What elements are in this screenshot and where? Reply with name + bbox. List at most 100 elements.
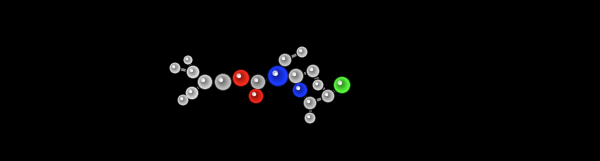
Circle shape (237, 74, 241, 77)
Circle shape (308, 67, 317, 75)
Circle shape (254, 94, 255, 95)
Circle shape (338, 82, 342, 85)
Circle shape (273, 71, 280, 78)
Circle shape (323, 91, 334, 101)
Circle shape (252, 76, 265, 88)
Circle shape (234, 71, 248, 85)
Circle shape (179, 96, 186, 103)
Circle shape (299, 49, 302, 52)
Circle shape (253, 77, 262, 86)
Circle shape (336, 79, 347, 90)
Circle shape (313, 80, 323, 90)
Circle shape (220, 79, 223, 82)
Circle shape (173, 66, 175, 67)
Circle shape (316, 83, 317, 85)
Circle shape (283, 58, 284, 59)
Circle shape (202, 79, 205, 82)
Circle shape (307, 115, 313, 120)
Circle shape (199, 76, 211, 88)
Circle shape (340, 83, 341, 84)
Circle shape (233, 70, 249, 86)
Circle shape (323, 91, 332, 100)
Circle shape (236, 73, 244, 81)
Circle shape (310, 68, 314, 72)
Circle shape (308, 116, 310, 118)
Circle shape (191, 70, 193, 72)
Circle shape (289, 69, 303, 83)
Circle shape (307, 100, 311, 104)
Circle shape (185, 86, 199, 100)
Circle shape (282, 57, 284, 60)
Circle shape (293, 72, 296, 76)
Circle shape (301, 51, 302, 52)
Circle shape (321, 89, 335, 103)
Circle shape (187, 88, 197, 98)
Circle shape (314, 81, 322, 89)
Circle shape (312, 79, 324, 91)
Circle shape (248, 88, 264, 104)
Circle shape (315, 82, 320, 87)
Circle shape (271, 69, 283, 81)
Circle shape (298, 48, 306, 56)
Circle shape (188, 89, 196, 97)
Circle shape (272, 70, 281, 79)
Circle shape (235, 71, 247, 84)
Circle shape (305, 98, 314, 108)
Circle shape (325, 93, 329, 97)
Circle shape (252, 92, 258, 98)
Circle shape (266, 65, 290, 87)
Circle shape (217, 76, 228, 87)
Circle shape (219, 78, 224, 83)
Circle shape (173, 66, 176, 69)
Circle shape (202, 79, 206, 83)
Circle shape (214, 73, 232, 91)
Circle shape (288, 68, 304, 84)
Circle shape (232, 69, 250, 87)
Circle shape (292, 72, 298, 78)
Circle shape (290, 70, 301, 81)
Circle shape (305, 113, 315, 123)
Circle shape (181, 98, 183, 100)
Circle shape (189, 90, 193, 94)
Circle shape (190, 69, 193, 72)
Circle shape (173, 66, 175, 68)
Circle shape (333, 76, 351, 94)
Circle shape (172, 64, 178, 71)
Circle shape (325, 93, 330, 98)
Circle shape (170, 63, 179, 72)
Circle shape (187, 59, 188, 60)
Circle shape (177, 94, 189, 106)
Circle shape (297, 87, 300, 90)
Circle shape (179, 95, 187, 104)
Circle shape (178, 95, 188, 105)
Circle shape (275, 73, 277, 75)
Circle shape (308, 101, 310, 102)
Circle shape (202, 79, 205, 82)
Circle shape (294, 84, 307, 96)
Circle shape (184, 55, 193, 65)
Circle shape (253, 93, 257, 97)
Circle shape (197, 74, 213, 90)
Circle shape (308, 66, 317, 76)
Circle shape (253, 77, 261, 85)
Circle shape (170, 63, 180, 73)
Circle shape (281, 56, 289, 64)
Circle shape (305, 99, 314, 107)
Circle shape (215, 74, 231, 90)
Circle shape (305, 114, 314, 123)
Circle shape (314, 81, 321, 88)
Circle shape (252, 76, 263, 87)
Circle shape (169, 62, 181, 74)
Circle shape (337, 80, 344, 88)
Circle shape (281, 57, 287, 62)
Circle shape (300, 50, 302, 52)
Circle shape (314, 80, 323, 90)
Circle shape (308, 116, 310, 118)
Circle shape (253, 93, 256, 96)
Circle shape (270, 68, 286, 84)
Circle shape (189, 90, 191, 93)
Circle shape (249, 89, 263, 103)
Circle shape (275, 73, 277, 75)
Circle shape (295, 85, 303, 93)
Circle shape (172, 65, 176, 70)
